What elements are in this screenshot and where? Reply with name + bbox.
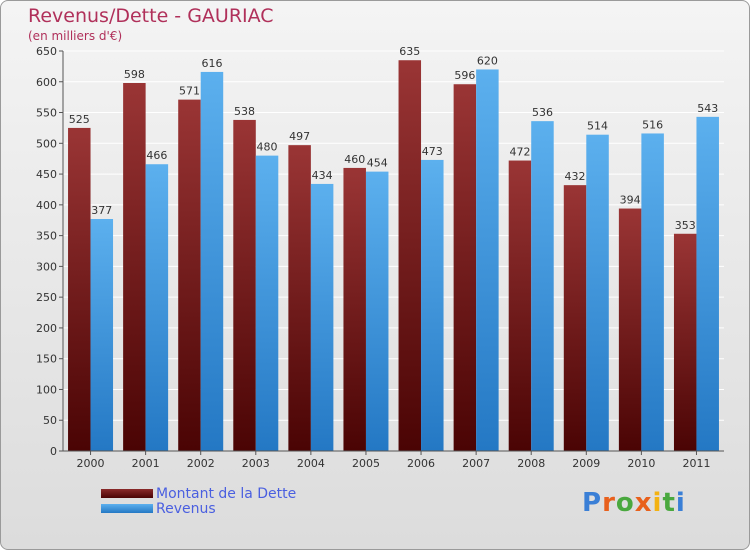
data-label-revenus-2010: 516 — [642, 118, 663, 131]
bar-debt-2006 — [398, 60, 422, 451]
legend-swatch-revenus — [101, 504, 153, 513]
logo-letter: i — [652, 488, 663, 518]
bar-debt-2011 — [673, 233, 697, 451]
logo-letter: x — [634, 488, 653, 518]
bar-debt-2001 — [123, 83, 146, 451]
data-label-debt-2011: 353 — [675, 219, 696, 232]
chart-subtitle: (en milliers d'€) — [28, 29, 123, 43]
bar-revenus-2006 — [421, 159, 444, 451]
bar-debt-2004 — [288, 145, 311, 451]
y-tick-label: 300 — [36, 260, 57, 273]
x-tick-label: 2008 — [517, 457, 545, 470]
logo-letter: o — [615, 488, 635, 518]
data-label-debt-2003: 538 — [234, 105, 255, 118]
bar-revenus-2002 — [200, 71, 224, 451]
y-tick-label: 150 — [36, 353, 57, 366]
logo-letter: P — [582, 488, 603, 518]
y-tick-label: 200 — [36, 322, 57, 335]
x-tick-label: 2001 — [132, 457, 160, 470]
data-label-debt-2002: 571 — [179, 85, 200, 98]
y-tick-label: 50 — [43, 414, 57, 427]
chart-title: Revenus/Dette - GAURIAC — [28, 5, 274, 27]
data-label-debt-2001: 598 — [124, 68, 145, 81]
bar-revenus-2008 — [531, 121, 554, 452]
bar-debt-2003 — [233, 119, 256, 451]
bar-revenus-2003 — [255, 155, 279, 451]
y-tick-label: 600 — [36, 76, 57, 89]
bar-debt-2000 — [68, 127, 91, 451]
data-label-revenus-2011: 543 — [697, 102, 718, 115]
x-tick-label: 2005 — [352, 457, 380, 470]
data-label-revenus-2007: 620 — [477, 54, 498, 67]
data-label-debt-2005: 460 — [344, 153, 365, 166]
data-label-debt-2007: 596 — [454, 69, 475, 82]
bar-revenus-2011 — [696, 116, 719, 451]
bar-debt-2008 — [508, 160, 532, 452]
data-label-debt-2008: 472 — [509, 146, 530, 159]
logo-letter: r — [602, 488, 616, 518]
bar-revenus-2004 — [310, 183, 334, 451]
legend-label-revenus: Revenus — [156, 501, 216, 517]
bar-debt-2005 — [343, 167, 366, 451]
bar-revenus-2010 — [641, 133, 664, 451]
y-tick-label: 550 — [36, 107, 57, 120]
data-label-revenus-2003: 480 — [257, 141, 278, 154]
y-tick-label: 100 — [36, 383, 57, 396]
proxiti-logo: Proxiti — [582, 488, 686, 518]
x-tick-label: 2009 — [572, 457, 600, 470]
y-tick-label: 350 — [36, 230, 57, 243]
logo-letter: t — [662, 488, 676, 518]
data-label-debt-2009: 432 — [565, 170, 586, 183]
data-label-revenus-2009: 514 — [587, 120, 608, 133]
bar-revenus-2005 — [365, 171, 389, 451]
x-tick-label: 2002 — [187, 457, 215, 470]
logo-letter: i — [675, 488, 686, 518]
data-label-revenus-2001: 466 — [146, 149, 167, 162]
bar-revenus-2000 — [90, 219, 114, 451]
x-tick-label: 2006 — [407, 457, 435, 470]
y-tick-label: 0 — [50, 445, 57, 458]
data-label-debt-2000: 525 — [69, 113, 90, 126]
bar-revenus-2001 — [145, 164, 169, 451]
data-label-revenus-2006: 473 — [422, 145, 443, 158]
data-label-revenus-2008: 536 — [532, 106, 553, 119]
y-tick-label: 500 — [36, 137, 57, 150]
legend-label-debt: Montant de la Dette — [156, 486, 297, 502]
bar-debt-2010 — [618, 208, 642, 451]
bar-debt-2007 — [453, 84, 477, 451]
bar-revenus-2009 — [586, 134, 609, 451]
x-tick-label: 2010 — [627, 457, 655, 470]
data-label-debt-2004: 497 — [289, 130, 310, 143]
bar-debt-2009 — [563, 185, 587, 451]
bar-revenus-2007 — [476, 69, 499, 451]
y-tick-label: 400 — [36, 199, 57, 212]
data-label-debt-2010: 394 — [620, 194, 641, 207]
x-tick-label: 2007 — [462, 457, 490, 470]
y-tick-label: 650 — [36, 45, 57, 58]
x-tick-label: 2003 — [242, 457, 270, 470]
data-label-revenus-2004: 434 — [312, 169, 333, 182]
bar-debt-2002 — [178, 99, 201, 451]
legend-swatch-debt — [101, 489, 153, 498]
y-tick-label: 250 — [36, 291, 57, 304]
data-label-revenus-2005: 454 — [367, 157, 388, 170]
data-label-revenus-2002: 616 — [201, 57, 222, 70]
data-label-revenus-2000: 377 — [91, 204, 112, 217]
data-label-debt-2006: 635 — [399, 45, 420, 58]
x-tick-label: 2011 — [682, 457, 710, 470]
x-tick-label: 2000 — [77, 457, 105, 470]
y-tick-label: 450 — [36, 168, 57, 181]
x-tick-label: 2004 — [297, 457, 325, 470]
